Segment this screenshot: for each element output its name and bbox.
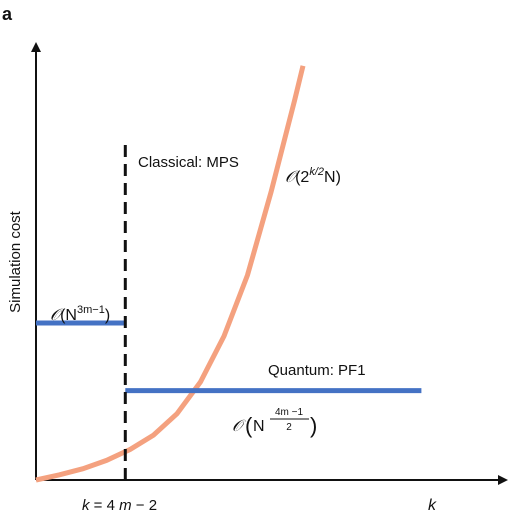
panel-label: a: [2, 4, 13, 24]
quantum-frac-numerator: 4m −1: [275, 407, 304, 418]
x-axis-label: k: [428, 497, 437, 514]
quantum-frac-denominator: 2: [286, 422, 292, 433]
exp-complexity-label: 𝒪(2k/2N): [285, 166, 341, 186]
classical-complexity-label: 𝒪(N3m−1): [50, 304, 110, 324]
quantum-O-symbol: 𝒪: [232, 416, 246, 435]
exponential-cost-curve: [35, 65, 306, 483]
quantum-open-paren: (: [245, 413, 253, 438]
x-tick-label: k = 4 m − 2: [82, 497, 157, 514]
quantum-N: N: [253, 418, 265, 435]
classical-mps-label: Classical: MPS: [138, 154, 239, 171]
quantum-close-paren: ): [310, 413, 317, 438]
quantum-complexity-label: 𝒪 ( N 4m −1 2 ): [232, 407, 317, 438]
quantum-pf1-label: Quantum: PF1: [268, 362, 366, 379]
y-axis-label: Simulation cost: [7, 210, 24, 313]
